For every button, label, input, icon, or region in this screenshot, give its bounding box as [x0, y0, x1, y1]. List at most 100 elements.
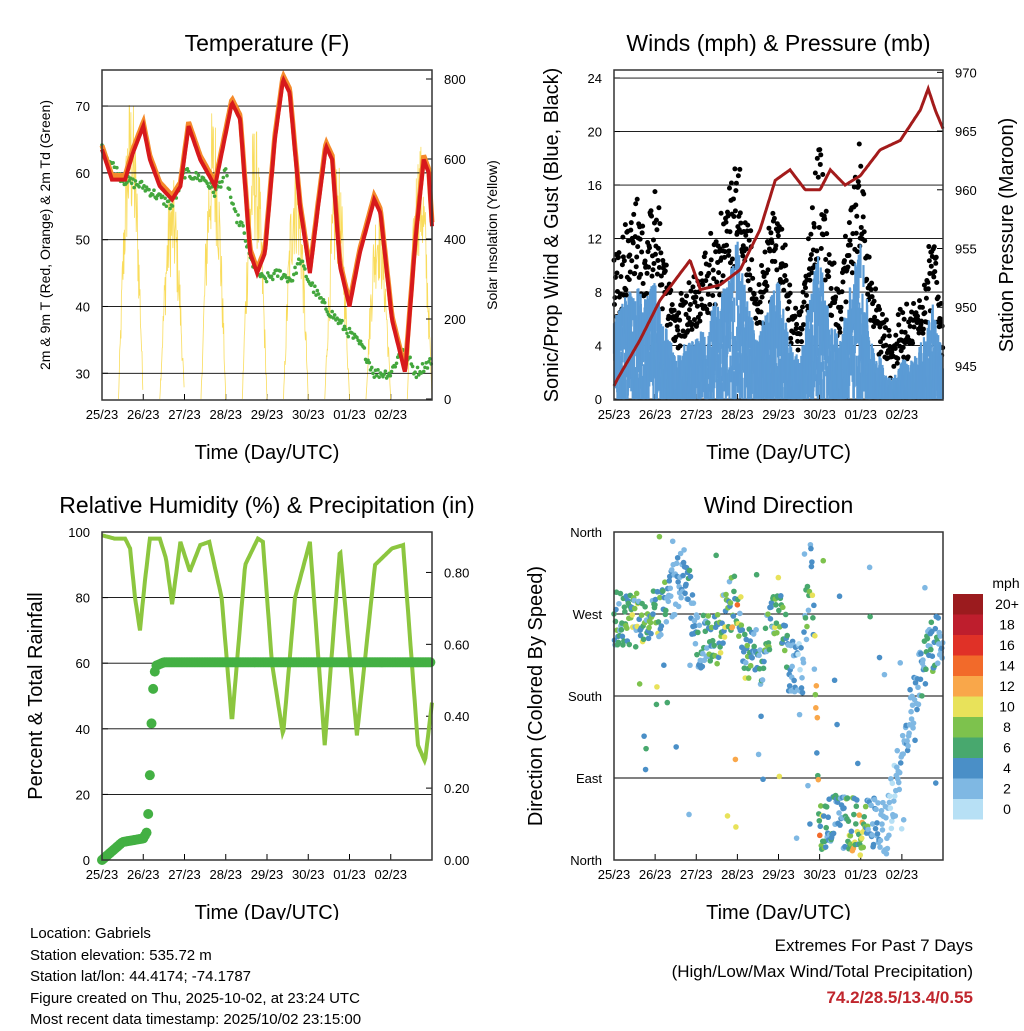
- direction-point: [738, 594, 744, 600]
- gust-point: [926, 258, 932, 264]
- direction-point: [802, 615, 809, 621]
- dewpoint-point: [196, 173, 201, 178]
- gust-point: [833, 294, 839, 300]
- gust-point: [727, 229, 733, 235]
- gust-point: [705, 310, 711, 316]
- gust-point: [779, 226, 785, 232]
- gust-point: [794, 321, 800, 327]
- gust-point: [614, 270, 620, 276]
- x-tick-label: 01/23: [844, 867, 877, 882]
- gust-point: [905, 354, 911, 360]
- gust-point: [623, 287, 629, 293]
- temperature-title: Temperature (F): [185, 30, 350, 56]
- gust-point: [629, 258, 635, 264]
- dewpoint-point: [322, 300, 327, 305]
- direction-point: [739, 627, 746, 633]
- direction-point: [812, 691, 819, 698]
- gust-point: [928, 263, 934, 269]
- direction-point: [905, 743, 911, 749]
- direction-point: [760, 776, 766, 783]
- direction-point: [876, 654, 883, 661]
- dewpoint-point: [164, 204, 169, 209]
- dewpoint-point: [131, 177, 135, 181]
- gust-point: [620, 234, 626, 240]
- gust-point: [846, 220, 852, 226]
- y-tick-label: 8: [595, 285, 602, 300]
- gust-point: [656, 264, 662, 270]
- gust-point: [877, 306, 883, 312]
- direction-point: [751, 643, 757, 650]
- x-tick-label: 29/23: [762, 867, 795, 882]
- x-tick-label: 28/23: [721, 407, 754, 422]
- dewpoint-point: [367, 360, 372, 365]
- direction-point: [904, 738, 910, 744]
- dewpoint-point: [425, 366, 430, 370]
- dewpoint-point: [310, 281, 315, 285]
- direction-point: [781, 647, 788, 654]
- direction-point: [673, 560, 680, 567]
- direction-point: [866, 564, 873, 571]
- direction-point: [760, 665, 767, 672]
- wind-direction-xlabel: Time (Day/UTC): [706, 902, 851, 920]
- gust-point: [671, 307, 677, 313]
- legend-swatch: [953, 594, 983, 615]
- dewpoint-point: [410, 364, 415, 369]
- dewpoint-point: [241, 224, 245, 228]
- direction-point: [621, 604, 628, 610]
- y-tick-label-right: 200: [444, 312, 466, 327]
- x-tick-label: 02/23: [374, 407, 407, 422]
- direction-point: [858, 835, 865, 841]
- direction-point: [731, 588, 737, 595]
- dewpoint-point: [220, 179, 224, 184]
- direction-point: [646, 624, 652, 631]
- humidity-ylabel: Percent & Total Rainfall: [25, 592, 47, 800]
- gust-point: [749, 257, 755, 263]
- gust-point: [730, 196, 736, 202]
- dewpoint-point: [313, 284, 317, 289]
- gust-point: [675, 327, 681, 333]
- gust-point: [773, 243, 779, 249]
- dewpoint-point: [315, 288, 320, 293]
- gust-point: [751, 291, 757, 297]
- gust-point: [628, 227, 634, 233]
- gust-point: [615, 254, 621, 260]
- direction-point: [891, 798, 897, 804]
- direction-point: [924, 635, 931, 642]
- dewpoint-point: [428, 356, 432, 361]
- dewpoint-point: [132, 185, 136, 190]
- gust-point: [939, 323, 945, 329]
- gust-point: [740, 253, 746, 259]
- gust-point: [667, 321, 673, 327]
- direction-point: [776, 773, 783, 780]
- dewpoint-point: [340, 318, 344, 323]
- gust-point: [907, 323, 913, 329]
- y-tick-label-right: 0.20: [444, 781, 469, 796]
- gust-point: [763, 279, 769, 285]
- direction-point: [809, 592, 816, 599]
- y-tick-label: 16: [588, 178, 602, 193]
- direction-point: [704, 620, 711, 626]
- legend-swatch: [953, 635, 983, 656]
- gust-point: [654, 271, 660, 277]
- y-tick-label-right: 0.60: [444, 637, 469, 652]
- direction-point: [872, 825, 879, 832]
- direction-point: [747, 638, 754, 644]
- x-tick-label: 01/23: [333, 407, 366, 422]
- gust-point: [795, 347, 801, 353]
- gust-point: [737, 166, 743, 172]
- direction-point: [773, 602, 779, 608]
- gust-point: [817, 147, 823, 153]
- direction-point: [697, 657, 704, 664]
- direction-point: [687, 573, 694, 580]
- y-tick-label: South: [568, 689, 602, 704]
- gust-point: [658, 273, 664, 279]
- direction-point: [801, 629, 807, 635]
- gust-point: [823, 256, 829, 262]
- direction-point: [641, 733, 647, 739]
- gust-point: [921, 282, 927, 288]
- direction-point: [675, 579, 681, 585]
- dewpoint-point: [235, 220, 239, 225]
- gust-point: [759, 294, 765, 300]
- direction-point: [658, 631, 664, 638]
- gust-point: [845, 264, 851, 270]
